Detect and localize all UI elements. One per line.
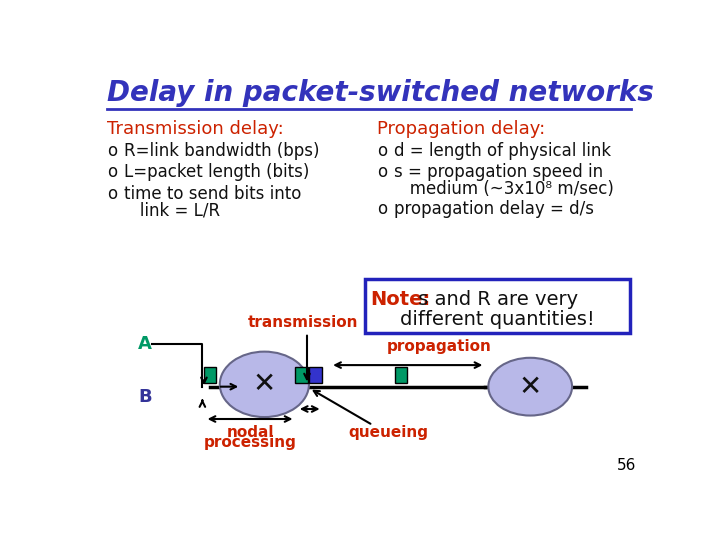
Text: o: o <box>107 185 117 203</box>
Ellipse shape <box>220 352 309 417</box>
Text: time to send bits into: time to send bits into <box>124 185 302 203</box>
Text: 56: 56 <box>617 458 636 473</box>
Text: d = length of physical link: d = length of physical link <box>394 142 611 160</box>
Text: L=packet length (bits): L=packet length (bits) <box>124 164 310 181</box>
Text: Transmission delay:: Transmission delay: <box>107 120 284 138</box>
Bar <box>395 367 407 383</box>
Text: o: o <box>107 164 117 181</box>
Text: nodal: nodal <box>227 425 274 440</box>
Text: link = L/R: link = L/R <box>124 202 220 220</box>
Bar <box>365 279 630 333</box>
Ellipse shape <box>488 358 572 416</box>
Text: o: o <box>377 200 387 218</box>
Text: R=link bandwidth (bps): R=link bandwidth (bps) <box>124 142 320 160</box>
Text: Delay in packet-switched networks: Delay in packet-switched networks <box>107 79 654 107</box>
Text: A: A <box>138 335 152 353</box>
Text: B: B <box>138 388 152 407</box>
Text: ✕: ✕ <box>518 373 542 401</box>
Text: queueing: queueing <box>348 425 428 440</box>
Bar <box>295 367 307 383</box>
Text: propagation delay = d/s: propagation delay = d/s <box>394 200 594 218</box>
Text: Propagation delay:: Propagation delay: <box>377 120 545 138</box>
Text: o: o <box>377 142 387 160</box>
Text: medium (~3x10⁸ m/sec): medium (~3x10⁸ m/sec) <box>394 180 613 198</box>
Text: processing: processing <box>204 435 297 450</box>
Text: different quantities!: different quantities! <box>400 309 595 329</box>
Text: o: o <box>107 142 117 160</box>
Bar <box>310 367 322 383</box>
Text: Note:: Note: <box>371 291 431 309</box>
Text: s = propagation speed in: s = propagation speed in <box>394 164 603 181</box>
Text: o: o <box>377 164 387 181</box>
Text: ✕: ✕ <box>253 370 276 399</box>
Text: s and R are very: s and R are very <box>412 291 577 309</box>
Bar <box>204 367 216 383</box>
Text: transmission: transmission <box>248 315 359 330</box>
Text: propagation: propagation <box>387 339 491 354</box>
